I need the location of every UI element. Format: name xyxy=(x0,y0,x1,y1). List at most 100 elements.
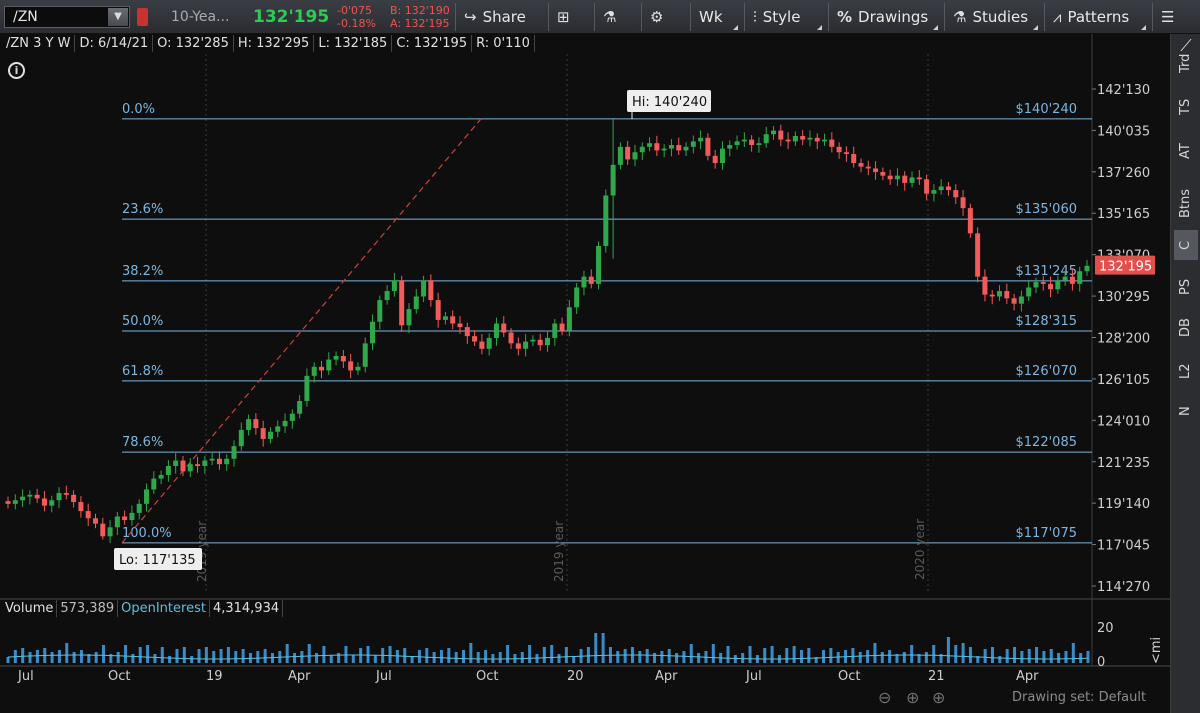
volume-bar xyxy=(770,646,774,663)
style-button[interactable]: ⫶ Style xyxy=(744,3,824,31)
share-button[interactable]: ↪ Share xyxy=(455,3,545,31)
candle-body xyxy=(165,465,171,475)
sidebar-tab-l2[interactable]: L2 xyxy=(1178,363,1193,379)
sidebar-tab-c[interactable]: C xyxy=(1174,230,1198,260)
bar-low: L: 132'185 xyxy=(314,35,393,52)
volume-bar xyxy=(1057,653,1061,663)
candle-body xyxy=(297,401,303,414)
crosshair-icon[interactable]: ⊕ xyxy=(906,688,920,707)
candle-body xyxy=(880,172,886,176)
volume-bar xyxy=(160,647,164,663)
chart-period[interactable]: /ZN 3 Y W xyxy=(2,35,76,52)
sidebar-tab-ts[interactable]: TS xyxy=(1178,98,1193,116)
volume-bar xyxy=(263,649,267,663)
volume-bar xyxy=(388,646,392,663)
price-tick-label: 128'200 xyxy=(1097,332,1150,347)
volume-bar xyxy=(410,657,414,663)
price-tick-label: 142'130 xyxy=(1097,83,1150,98)
sidebar-tab-trd[interactable]: Trd xyxy=(1178,53,1193,73)
time-tick-label: 21 xyxy=(928,669,945,684)
candle-body xyxy=(945,186,951,191)
hi-label-text: Hi: 140'240 xyxy=(632,95,707,110)
volume-bar xyxy=(954,645,958,663)
candle-body xyxy=(814,137,820,142)
volume-bar xyxy=(520,652,524,663)
candle-body xyxy=(340,355,346,362)
candle-body xyxy=(953,190,959,198)
candle-body xyxy=(771,130,777,135)
fib-percent-label: 61.8% xyxy=(122,364,163,379)
candle-body xyxy=(202,460,208,466)
candle-body xyxy=(71,494,77,503)
candle-body xyxy=(1033,282,1039,288)
snapshot-button[interactable]: ⊞ xyxy=(548,3,590,31)
gear-icon: ⚙ xyxy=(650,8,664,26)
studies-button[interactable]: ⚗ Studies xyxy=(944,3,1040,31)
fib-percent-label: 50.0% xyxy=(122,314,163,329)
candle-body xyxy=(792,135,798,142)
chart-style-icon[interactable]: ⟋ xyxy=(1180,36,1192,55)
fib-percent-label: 23.6% xyxy=(122,202,163,217)
price-tick-label: 119'140 xyxy=(1097,497,1150,512)
bar-date: D: 6/14/21 xyxy=(75,35,154,52)
menu-button[interactable]: ☰ xyxy=(1152,3,1200,31)
zoom-out-icon[interactable]: ⊖ xyxy=(878,688,892,707)
sidebar-tab-n[interactable]: N xyxy=(1178,406,1193,416)
candle-body xyxy=(151,478,157,490)
studies-label: Studies xyxy=(972,8,1029,26)
candle-body xyxy=(457,323,463,328)
trend-line[interactable] xyxy=(121,118,482,544)
candle-body xyxy=(238,429,244,447)
volume-bar xyxy=(469,643,473,663)
price-axis[interactable]: 142'130140'035137'260135'165133'070130'2… xyxy=(1092,83,1155,595)
symbol-dropdown-icon[interactable]: ▼ xyxy=(108,8,128,26)
timeframe-button[interactable]: Wk xyxy=(690,3,740,31)
info-icon[interactable]: i xyxy=(8,62,25,79)
bar-high: H: 132'295 xyxy=(234,35,315,52)
candle-body xyxy=(428,280,434,301)
fib-price-label: $135'060 xyxy=(1016,202,1077,217)
sidebar-tab-btns[interactable]: Btns xyxy=(1178,188,1193,218)
candle-body xyxy=(902,175,908,183)
sidebar-tab-ps[interactable]: PS xyxy=(1178,278,1193,296)
candle-body xyxy=(705,137,711,156)
ask-price: A: 132'195 xyxy=(390,17,450,30)
volume-bar xyxy=(917,654,921,663)
link-color-icon[interactable] xyxy=(137,8,148,26)
drawing-set-label[interactable]: Drawing set: Default xyxy=(1012,690,1147,705)
volume-bar xyxy=(21,648,25,663)
volume-bar xyxy=(689,644,693,663)
candle-body xyxy=(493,323,499,338)
drawings-button[interactable]: % Drawings xyxy=(828,3,940,31)
volume-bar xyxy=(72,652,76,663)
zoom-in-icon[interactable]: ⊕ xyxy=(932,688,946,707)
symbol-description: 10-Yea... xyxy=(171,9,230,25)
fib-percent-label: 0.0% xyxy=(122,102,155,117)
volume-bar xyxy=(1027,649,1031,663)
settings-button[interactable]: ⚙ xyxy=(641,3,685,31)
open-interest-label[interactable]: OpenInterest xyxy=(118,600,210,617)
candle-body xyxy=(647,143,653,147)
volume-label[interactable]: Volume xyxy=(2,600,58,617)
volume-bar xyxy=(1005,649,1009,663)
candle-body xyxy=(515,343,521,349)
candle-body xyxy=(92,518,98,524)
candle-body xyxy=(887,175,893,180)
time-axis[interactable]: Jul Oct 19 Apr Jul Oct 20 Apr Jul Oct 21 Apr xyxy=(17,669,1039,684)
volume-bar xyxy=(506,645,510,663)
candle-body xyxy=(129,512,135,521)
flask-button[interactable]: ⚗ xyxy=(594,3,636,31)
volume-bar xyxy=(1020,651,1024,663)
candle-body xyxy=(822,139,828,142)
candle-body xyxy=(924,179,930,194)
candle-body xyxy=(683,146,689,151)
patterns-button[interactable]: ⩘ Patterns xyxy=(1044,3,1148,31)
candle-body xyxy=(617,146,623,165)
sidebar-tab-at[interactable]: AT xyxy=(1178,143,1193,159)
price-chart[interactable]: 0.0% $140'240 23.6% $135'060 38.2% $131'245 50… xyxy=(0,34,1170,713)
candle-body xyxy=(610,164,616,196)
symbol-input[interactable]: /ZN ▼ xyxy=(4,6,130,28)
sidebar-tab-db[interactable]: DB xyxy=(1178,318,1193,338)
volume-bar xyxy=(594,633,598,663)
volume-bar xyxy=(939,654,943,663)
